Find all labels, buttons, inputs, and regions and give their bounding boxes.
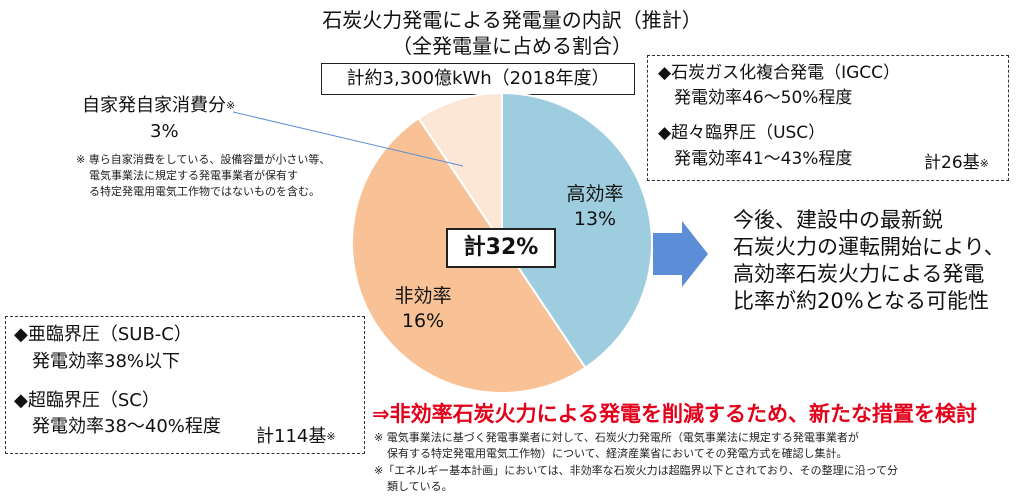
footnote-1: ※ 電気事業法に基づく発電事業者に対して、石炭火力発電所（電気事業法に規定する発…: [374, 431, 859, 444]
footnote-2: 保有する特定発電用電気工作物）について、経済産業省においてその発電方式を確認し集…: [387, 447, 848, 460]
high-count-text: 計26基: [924, 153, 980, 173]
low-count-text: 計114基: [256, 426, 327, 447]
self-consumption-value: 3%: [150, 121, 179, 142]
low-efficiency-box: ◆亜臨界圧（SUB-C） 発電効率38%以下 ◆超臨界圧（SC） 発電効率38〜…: [5, 316, 365, 454]
sc-name: ◆超臨界圧（SC）: [14, 390, 160, 411]
slice-value-low: 16%: [401, 310, 445, 332]
chart-title: 石炭火力発電による発電量の内訳（推計）: [322, 8, 702, 32]
slice-label-low-efficiency: 非効率 16%: [368, 284, 478, 334]
chart-subtitle: （全発電量に占める割合）: [392, 34, 632, 58]
callout-line-1: 今後、建設中の最新鋭: [733, 208, 943, 232]
high-efficiency-box: ◆石炭ガス化複合発電（IGCC） 発電効率46〜50%程度 ◆超々臨界圧（USC…: [647, 55, 1009, 181]
high-count-mark: ※: [979, 157, 989, 170]
subc-name: ◆亜臨界圧（SUB-C）: [14, 324, 192, 345]
igcc-efficiency: 発電効率46〜50%程度: [674, 88, 853, 108]
footnote-3: ※「エネルギー基本計画」においては、非効率な石炭火力は超臨界以下とされており、そ…: [374, 464, 899, 477]
arrow-icon: [653, 221, 708, 287]
usc-efficiency: 発電効率41〜43%程度: [674, 149, 853, 169]
leader-line: [232, 111, 464, 167]
slice-label-high-efficiency: 高効率 13%: [540, 182, 650, 232]
sc-efficiency: 発電効率38〜40%程度: [32, 416, 221, 437]
slice-name-high: 高効率: [566, 183, 624, 205]
callout-line-2: 石炭火力の運転開始により、: [733, 235, 1005, 259]
low-count-mark: ※: [326, 430, 336, 443]
self-consumption-label: 自家発自家消費分※: [82, 94, 235, 118]
high-efficiency-count: 計26基※: [924, 152, 989, 175]
subc-efficiency: 発電効率38%以下: [32, 351, 181, 372]
footnote-4: 類している。: [387, 480, 453, 493]
total-share-box: 計32%: [446, 228, 556, 268]
low-efficiency-count: 計114基※: [256, 425, 336, 449]
self-consumption-text: 自家発自家消費分: [82, 95, 226, 116]
new-measure-statement: ⇒非効率石炭火力による発電を削減するため、新たな措置を検討: [372, 402, 977, 426]
usc-name: ◆超々臨界圧（USC）: [658, 123, 826, 143]
slice-name-low: 非効率: [394, 285, 452, 307]
pie-slice-self-consumption: [417, 91, 503, 247]
self-consumption-note-1: ※ 専ら自家消費をしている、設備容量が小さい等、: [76, 153, 331, 166]
callout-line-3: 高効率石炭火力による発電: [733, 262, 985, 286]
callout-line-4: 比率が約20%となる可能性: [733, 289, 990, 313]
slice-value-high: 13%: [573, 208, 617, 230]
self-consumption-mark: ※: [226, 99, 236, 112]
igcc-name: ◆石炭ガス化複合発電（IGCC）: [658, 63, 901, 83]
self-consumption-note-3: る特定発電用電気工作物ではないものを含む。: [89, 185, 320, 198]
self-consumption-note-2: 電気事業法に規定する発電事業者が保有す: [89, 169, 298, 182]
